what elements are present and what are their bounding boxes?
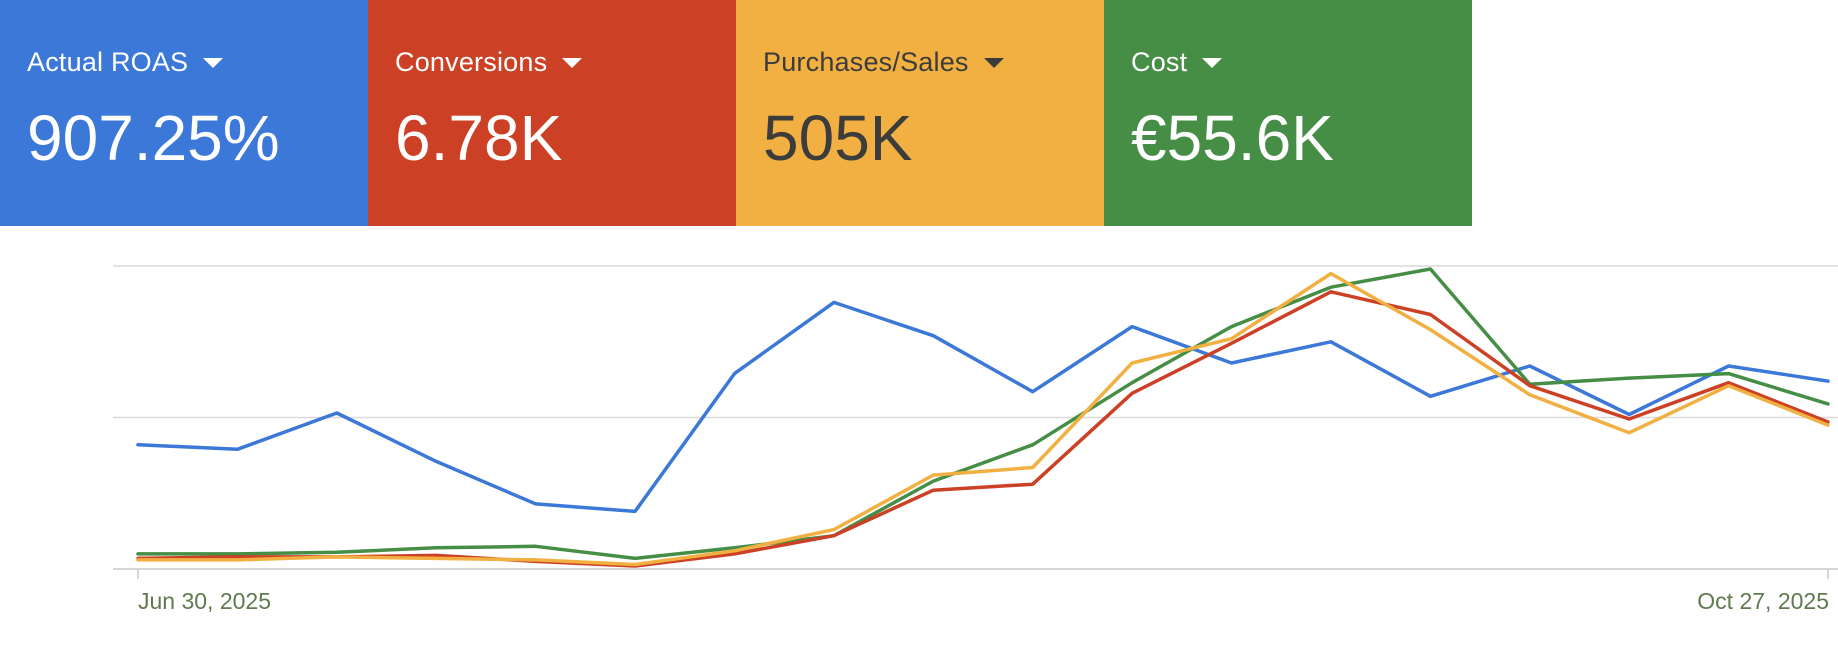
x-tick-label: Jun 30, 2025 [138, 588, 271, 614]
line-chart: Jun 30, 2025 Oct 27, 2025 [0, 226, 1838, 646]
scorecard-header[interactable]: Purchases/Sales [763, 44, 1104, 80]
caret-down-icon[interactable] [1202, 58, 1223, 68]
x-tick-label: Oct 27, 2025 [1697, 588, 1829, 614]
line-chart-svg: Jun 30, 2025 Oct 27, 2025 [113, 265, 1838, 614]
scorecard-value: 505K [763, 102, 913, 174]
scorecard-value: 6.78K [395, 102, 563, 174]
scorecard-actual-roas[interactable]: Actual ROAS 907.25% [0, 0, 368, 226]
caret-down-icon[interactable] [562, 58, 583, 68]
scorecard-value: €55.6K [1131, 102, 1334, 174]
scorecard-conversions[interactable]: Conversions 6.78K [368, 0, 736, 226]
scorecard-purchases-sales[interactable]: Purchases/Sales 505K [736, 0, 1104, 226]
scorecard-row: Actual ROAS 907.25% Conversions 6.78K Pu… [0, 0, 1472, 226]
scorecard-cost[interactable]: Cost €55.6K [1104, 0, 1472, 226]
series-line-purchases-sales[interactable] [136, 271, 1830, 567]
scorecard-header[interactable]: Cost [1131, 44, 1472, 80]
scorecard-header[interactable]: Actual ROAS [27, 44, 368, 80]
series-line-actual-roas[interactable] [136, 300, 1830, 514]
scorecard-label: Cost [1131, 46, 1188, 77]
scorecard-value: 907.25% [27, 102, 280, 174]
scorecard-label: Purchases/Sales [763, 46, 969, 77]
series-line-conversions[interactable] [136, 290, 1830, 568]
caret-down-icon[interactable] [203, 58, 224, 68]
scorecard-label: Actual ROAS [27, 46, 189, 77]
scorecard-label: Conversions [395, 46, 548, 77]
series-line-cost[interactable] [136, 267, 1830, 561]
caret-down-icon[interactable] [983, 58, 1004, 68]
scorecard-header[interactable]: Conversions [395, 44, 736, 80]
